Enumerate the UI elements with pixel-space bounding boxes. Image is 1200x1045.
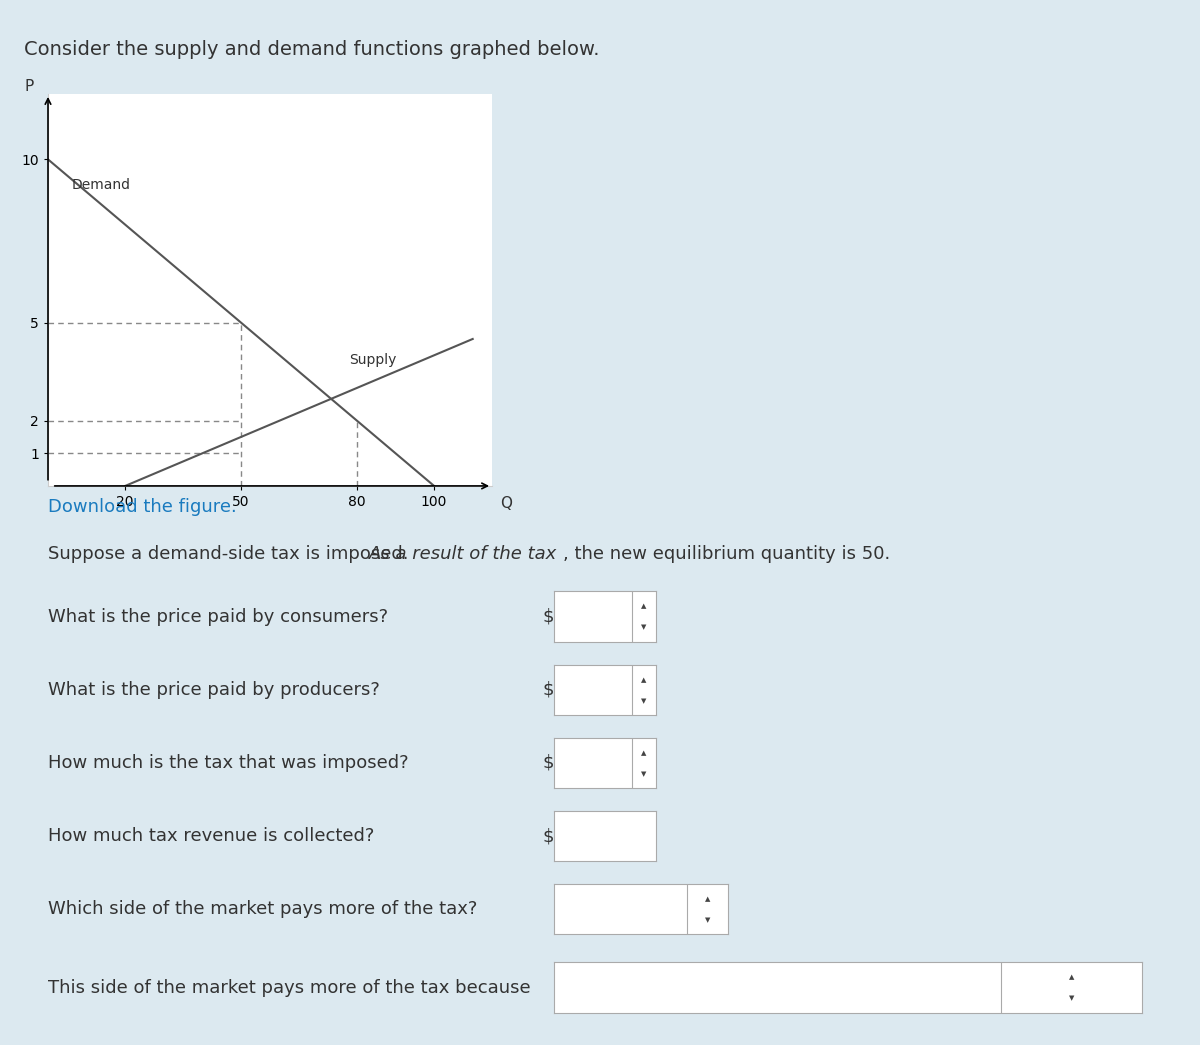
Text: ▼: ▼: [1069, 996, 1074, 1001]
Text: $: $: [542, 607, 554, 626]
Text: Supply: Supply: [349, 353, 396, 367]
Text: ▼: ▼: [642, 698, 647, 703]
Text: ▲: ▲: [642, 677, 647, 682]
Text: Download the figure.: Download the figure.: [48, 498, 236, 516]
Text: Which side of the market pays more of the tax?: Which side of the market pays more of th…: [48, 900, 478, 919]
Text: Demand: Demand: [71, 179, 130, 192]
Text: As a result of the tax: As a result of the tax: [368, 544, 557, 563]
Text: This side of the market pays more of the tax because: This side of the market pays more of the…: [48, 978, 530, 997]
Text: How much is the tax that was imposed?: How much is the tax that was imposed?: [48, 753, 409, 772]
Text: ▼: ▼: [642, 771, 647, 776]
Text: Q: Q: [499, 496, 511, 511]
Text: What is the price paid by consumers?: What is the price paid by consumers?: [48, 607, 388, 626]
Text: ▲: ▲: [1069, 975, 1074, 980]
Text: ▲: ▲: [642, 750, 647, 756]
Text: ▲: ▲: [642, 604, 647, 609]
Text: ▼: ▼: [642, 625, 647, 630]
Text: $: $: [542, 753, 554, 772]
Text: P: P: [24, 79, 34, 94]
Text: Consider the supply and demand functions graphed below.: Consider the supply and demand functions…: [24, 40, 600, 60]
Text: ▲: ▲: [704, 897, 710, 902]
Text: What is the price paid by producers?: What is the price paid by producers?: [48, 680, 380, 699]
Text: ▼: ▼: [704, 918, 710, 923]
Text: Suppose a demand-side tax is imposed.: Suppose a demand-side tax is imposed.: [48, 544, 414, 563]
Text: $: $: [542, 680, 554, 699]
Text: How much tax revenue is collected?: How much tax revenue is collected?: [48, 827, 374, 845]
Text: , the new equilibrium quantity is 50.: , the new equilibrium quantity is 50.: [564, 544, 890, 563]
Text: $: $: [542, 827, 554, 845]
